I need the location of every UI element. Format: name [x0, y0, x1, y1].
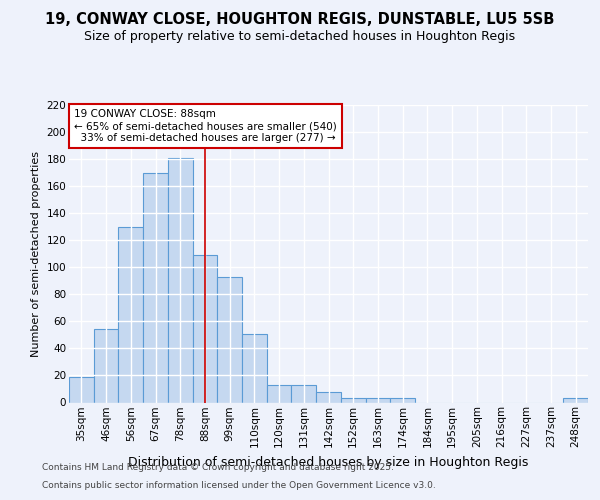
Bar — [563, 398, 588, 402]
Text: 19, CONWAY CLOSE, HOUGHTON REGIS, DUNSTABLE, LU5 5SB: 19, CONWAY CLOSE, HOUGHTON REGIS, DUNSTA… — [46, 12, 554, 28]
Bar — [316, 392, 341, 402]
Y-axis label: Number of semi-detached properties: Number of semi-detached properties — [31, 151, 41, 357]
Bar — [69, 377, 94, 402]
Text: Contains HM Land Registry data © Crown copyright and database right 2025.: Contains HM Land Registry data © Crown c… — [42, 464, 394, 472]
Text: Contains public sector information licensed under the Open Government Licence v3: Contains public sector information licen… — [42, 481, 436, 490]
Bar — [168, 158, 193, 402]
Bar — [365, 398, 390, 402]
Bar — [242, 334, 267, 402]
Bar — [390, 398, 415, 402]
Bar — [94, 330, 118, 402]
Bar — [118, 226, 143, 402]
Bar — [193, 255, 217, 402]
Bar — [217, 276, 242, 402]
Text: Size of property relative to semi-detached houses in Houghton Regis: Size of property relative to semi-detach… — [85, 30, 515, 43]
Bar — [292, 385, 316, 402]
Bar — [341, 398, 365, 402]
Bar — [267, 385, 292, 402]
Bar — [143, 172, 168, 402]
X-axis label: Distribution of semi-detached houses by size in Houghton Regis: Distribution of semi-detached houses by … — [128, 456, 529, 468]
Text: 19 CONWAY CLOSE: 88sqm
← 65% of semi-detached houses are smaller (540)
  33% of : 19 CONWAY CLOSE: 88sqm ← 65% of semi-det… — [74, 110, 337, 142]
